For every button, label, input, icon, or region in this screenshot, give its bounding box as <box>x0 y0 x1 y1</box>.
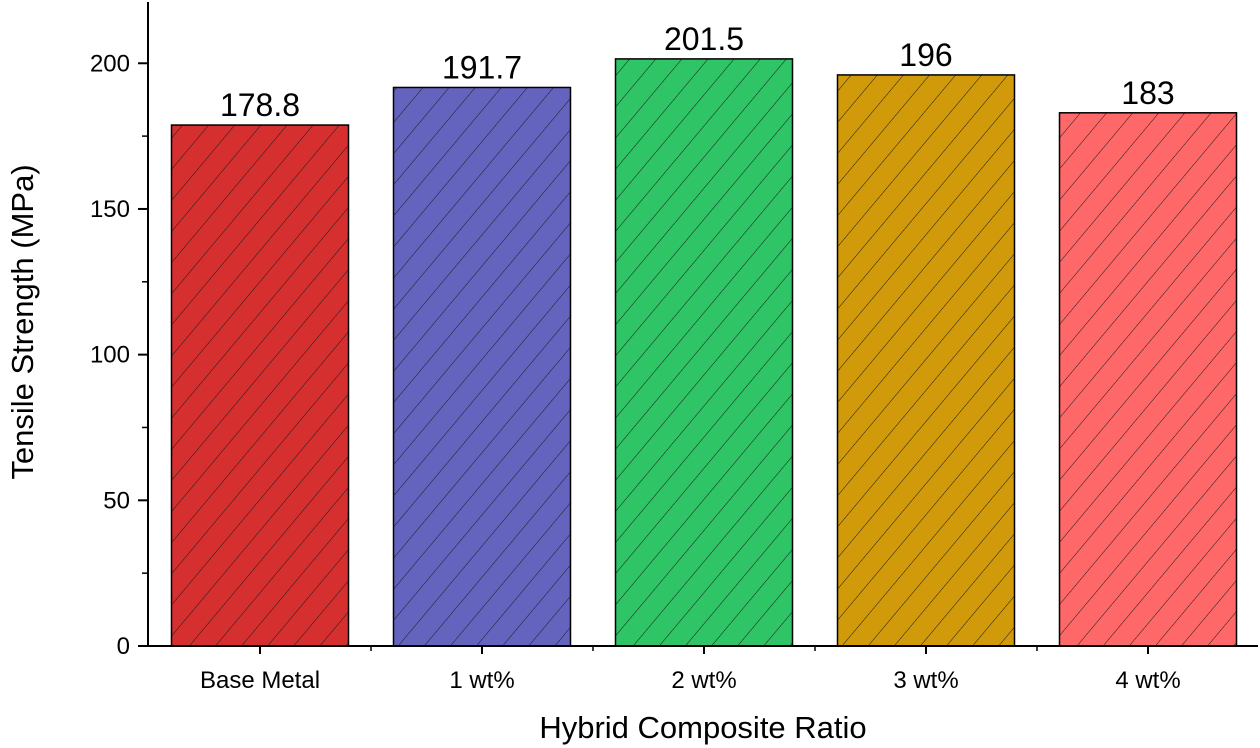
bar-1-wt <box>392 86 572 647</box>
data-label: 191.7 <box>442 49 522 85</box>
data-label: 178.8 <box>220 87 300 123</box>
x-axis-title: Hybrid Composite Ratio <box>539 710 866 745</box>
bar-base-metal <box>170 124 350 647</box>
bar-3-wt <box>836 74 1016 647</box>
x-tick-label: Base Metal <box>200 667 320 694</box>
y-tick-label: 50 <box>103 487 130 514</box>
data-label: 201.5 <box>664 21 744 57</box>
y-axis-title: Tensile Strength (MPa) <box>5 164 40 479</box>
data-label: 196 <box>899 37 952 73</box>
x-tick-label: 1 wt% <box>449 667 514 694</box>
y-tick-label: 200 <box>90 50 130 77</box>
ticks-layer: Base Metal 1 wt% 2 wt% 3 wt% 4 wt% 0 50 100 150 2… <box>90 50 1181 694</box>
x-tick-label: 4 wt% <box>1115 667 1180 694</box>
y-tick-label: 150 <box>90 196 130 223</box>
y-tick-label: 0 <box>117 633 130 660</box>
bar-4-wt <box>1058 112 1238 647</box>
x-tick-label: 2 wt% <box>671 667 736 694</box>
y-tick-label: 100 <box>90 342 130 369</box>
bars-layer <box>170 58 1238 647</box>
x-tick-label: 3 wt% <box>893 667 958 694</box>
bar-2-wt <box>614 58 794 647</box>
labels-layer: 178.8 191.7 201.5 196 183 <box>220 21 1175 123</box>
data-label: 183 <box>1121 75 1174 111</box>
